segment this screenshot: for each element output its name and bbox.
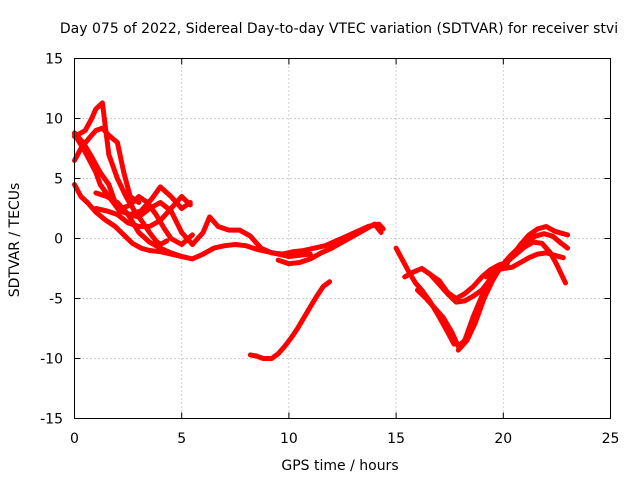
y-tick-label: 5	[54, 172, 63, 188]
y-tick-label: -15	[40, 412, 63, 428]
y-tick-label: -10	[40, 352, 63, 368]
x-tick-label: 15	[387, 431, 405, 447]
series-arc-11	[393, 245, 457, 347]
series-arc-8	[125, 200, 386, 257]
series-arc-10	[247, 279, 333, 361]
series-arc-17	[492, 250, 566, 273]
series-arc-4	[72, 130, 195, 247]
y-axis-label: SDTVAR / TECUs	[7, 183, 23, 298]
x-tick-labels: 0 5 10 15 20 25	[70, 431, 619, 447]
y-tick-labels: -15 -10 -5 0 5 10 15	[40, 52, 63, 428]
data-series	[72, 100, 571, 361]
x-tick-label: 25	[602, 431, 620, 447]
x-tick-label: 5	[177, 431, 186, 447]
series-arc-14	[415, 239, 568, 349]
series-arc-9	[275, 221, 384, 267]
x-tick-label: 0	[70, 431, 79, 447]
series-arc-1	[72, 182, 185, 259]
y-tick-label: 0	[54, 232, 63, 248]
x-tick-label: 10	[280, 431, 298, 447]
series-arc-6	[93, 194, 193, 229]
x-tick-label: 20	[494, 431, 512, 447]
x-axis-label: GPS time / hours	[281, 458, 398, 474]
y-tick-label: -5	[49, 292, 63, 308]
axis-ticks	[74, 58, 611, 419]
y-tick-label: 15	[45, 52, 63, 68]
series-arc-3	[72, 100, 170, 247]
y-tick-label: 10	[45, 112, 63, 128]
chart-title: Day 075 of 2022, Sidereal Day-to-day VTE…	[60, 21, 618, 37]
